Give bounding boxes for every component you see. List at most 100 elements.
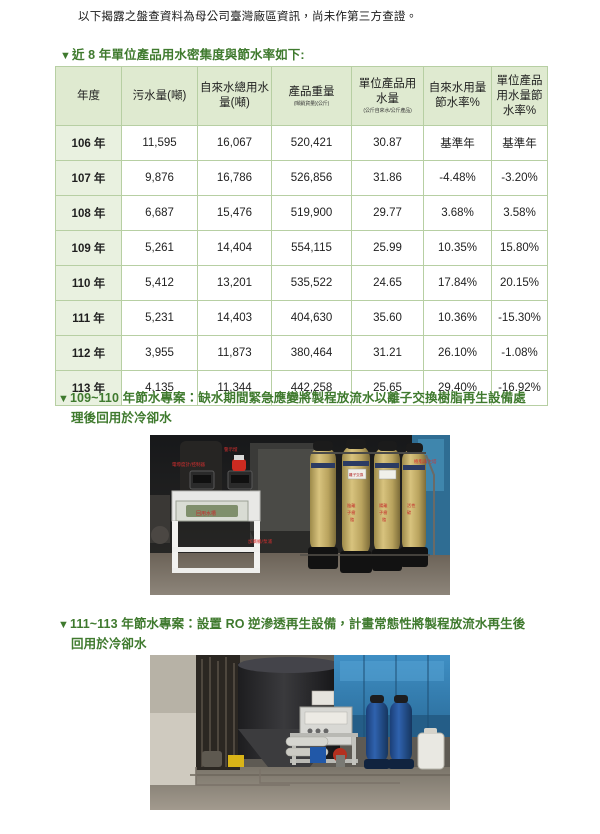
column-header-product-weight: 產品重量 (噸銷貨量)(公斤) bbox=[271, 66, 352, 126]
svg-text:加藥桶/泵浦: 加藥桶/泵浦 bbox=[248, 538, 273, 545]
cell-tap-saving: 17.84% bbox=[423, 265, 492, 301]
project2-photo bbox=[150, 655, 450, 810]
project2-heading-line1: 111~113 年節水專案：設置 RO 逆滲透再生設備，計畫常態性將製程放流水再… bbox=[70, 617, 526, 631]
cell-unit-saving: -3.20% bbox=[491, 160, 548, 196]
cell-tap-saving: 26.10% bbox=[423, 335, 492, 371]
cell-year: 113 年 bbox=[55, 370, 122, 406]
table-row: 110 年 5,412 13,201 535,522 24.65 17.84% … bbox=[55, 265, 548, 301]
project2-heading-line2: 回用於冷卻水 bbox=[71, 637, 147, 651]
cell-sewage: 9,876 bbox=[121, 160, 198, 196]
column-header-unit-water-title: 單位產品用水量 bbox=[358, 78, 417, 105]
column-header-sewage: 污水量(噸) bbox=[121, 66, 198, 126]
column-header-year-title: 年度 bbox=[77, 89, 100, 102]
cell-tapwater: 14,403 bbox=[197, 300, 272, 336]
table-header-row: 年度 污水量(噸) 自來水總用水量(噸) 產品重量 (噸銷貨量)(公斤) 單位產… bbox=[55, 66, 548, 126]
cell-product: 519,900 bbox=[271, 195, 352, 231]
svg-text:碳: 碳 bbox=[407, 509, 411, 516]
svg-text:離子交換: 離子交換 bbox=[349, 472, 364, 477]
cell-unit-saving: 基準年 bbox=[491, 125, 548, 161]
svg-text:活性: 活性 bbox=[407, 502, 415, 509]
table-row: 108 年 6,687 15,476 519,900 29.77 3.68% 3… bbox=[55, 195, 548, 231]
svg-text:子樹: 子樹 bbox=[347, 509, 356, 516]
column-header-tapwater-saving: 自來水用量節水率% bbox=[423, 66, 492, 126]
cell-sewage: 4,135 bbox=[121, 370, 198, 406]
cell-sewage: 3,955 bbox=[121, 335, 198, 371]
project1-heading: ▼109~110 年節水專案：缺水期間緊急應變將製程放流水以離子交換樹脂再生設備… bbox=[58, 389, 528, 428]
table-row: 112 年 3,955 11,873 380,464 31.21 26.10% … bbox=[55, 335, 548, 371]
cell-intensity: 25.99 bbox=[351, 230, 424, 266]
column-header-unit-saving-title: 單位產品用水量節水率% bbox=[496, 74, 543, 117]
cell-sewage: 6,687 bbox=[121, 195, 198, 231]
column-header-product-weight-title: 產品重量 bbox=[288, 85, 335, 98]
cell-intensity: 31.21 bbox=[351, 335, 424, 371]
cell-intensity: 25.65 bbox=[351, 370, 424, 406]
cell-intensity: 31.86 bbox=[351, 160, 424, 196]
cell-unit-saving: -1.08% bbox=[491, 335, 548, 371]
table-section-heading: ▼近 8 年單位產品用水密集度與節水率如下: bbox=[60, 46, 540, 66]
cell-tap-saving: 基準年 bbox=[423, 125, 492, 161]
table-row: 107 年 9,876 16,786 526,856 31.86 -4.48% … bbox=[55, 160, 548, 196]
cell-tapwater: 16,786 bbox=[197, 160, 272, 196]
cell-year: 110 年 bbox=[55, 265, 122, 301]
svg-text:警示燈: 警示燈 bbox=[224, 446, 238, 453]
cell-unit-saving: 3.58% bbox=[491, 195, 548, 231]
cell-sewage: 5,261 bbox=[121, 230, 198, 266]
cell-sewage: 5,412 bbox=[121, 265, 198, 301]
cell-tapwater: 11,873 bbox=[197, 335, 272, 371]
water-intensity-table-wrapper: 年度 污水量(噸) 自來水總用水量(噸) 產品重量 (噸銷貨量)(公斤) 單位產… bbox=[55, 66, 548, 406]
cell-product: 535,522 bbox=[271, 265, 352, 301]
cell-intensity: 29.77 bbox=[351, 195, 424, 231]
column-header-sewage-title: 污水量(噸) bbox=[132, 89, 187, 102]
cell-product: 380,464 bbox=[271, 335, 352, 371]
cell-tap-saving: 3.68% bbox=[423, 195, 492, 231]
table-row: 106 年 11,595 16,067 520,421 30.87 基準年 基準… bbox=[55, 125, 548, 161]
cell-product: 442,258 bbox=[271, 370, 352, 406]
project1-heading-line1: 109~110 年節水專案：缺水期間緊急應變將製程放流水以離子交換樹脂再生設備處 bbox=[70, 391, 526, 405]
cell-tap-saving: 10.36% bbox=[423, 300, 492, 336]
column-header-tapwater-title: 自來水總用水量(噸) bbox=[200, 82, 269, 109]
cell-unit-saving: 20.15% bbox=[491, 265, 548, 301]
cell-product: 404,630 bbox=[271, 300, 352, 336]
svg-text:脂: 脂 bbox=[382, 517, 386, 523]
cell-unit-saving: 15.80% bbox=[491, 230, 548, 266]
table-row: 109 年 5,261 14,404 554,115 25.99 10.35% … bbox=[55, 230, 548, 266]
svg-text:陰離: 陰離 bbox=[347, 502, 356, 509]
table-body: 106 年 11,595 16,067 520,421 30.87 基準年 基準… bbox=[55, 125, 548, 406]
table-row: 111 年 5,231 14,403 404,630 35.60 10.36% … bbox=[55, 300, 548, 336]
column-header-year: 年度 bbox=[55, 66, 122, 126]
project1-heading-line2: 理後回用於冷卻水 bbox=[71, 411, 172, 425]
cell-sewage: 5,231 bbox=[121, 300, 198, 336]
column-header-unit-water-unit: (公斤自來水/公斤產品) bbox=[363, 108, 412, 114]
cell-tapwater: 11,344 bbox=[197, 370, 272, 406]
cell-intensity: 24.65 bbox=[351, 265, 424, 301]
table-header: 年度 污水量(噸) 自來水總用水量(噸) 產品重量 (噸銷貨量)(公斤) 單位產… bbox=[55, 66, 548, 126]
cell-year: 112 年 bbox=[55, 335, 122, 371]
cell-year: 111 年 bbox=[55, 300, 122, 336]
svg-text:陽離: 陽離 bbox=[379, 502, 388, 509]
cell-year: 109 年 bbox=[55, 230, 122, 266]
cell-year: 108 年 bbox=[55, 195, 122, 231]
column-header-tapwater: 自來水總用水量(噸) bbox=[197, 66, 272, 126]
triangle-marker-icon: ▼ bbox=[58, 393, 69, 405]
column-header-product-weight-unit: (噸銷貨量)(公斤) bbox=[293, 100, 330, 107]
cell-tapwater: 13,201 bbox=[197, 265, 272, 301]
triangle-marker-icon: ▼ bbox=[60, 50, 71, 62]
svg-text:樹脂再生塔: 樹脂再生塔 bbox=[414, 458, 437, 465]
triangle-marker-icon: ▼ bbox=[58, 619, 69, 631]
svg-text:脂: 脂 bbox=[350, 517, 354, 523]
cell-tap-saving: -4.48% bbox=[423, 160, 492, 196]
cell-product: 526,856 bbox=[271, 160, 352, 196]
cell-unit-saving: -15.30% bbox=[491, 300, 548, 336]
cell-tapwater: 16,067 bbox=[197, 125, 272, 161]
cell-tapwater: 14,404 bbox=[197, 230, 272, 266]
cell-intensity: 35.60 bbox=[351, 300, 424, 336]
column-header-unit-water: 單位產品用水量 (公斤自來水/公斤產品) bbox=[351, 66, 424, 126]
project1-photo: 回用水槽 警示燈 電導度計/控制器 加藥桶/泵浦 離子交換 陰離 bbox=[150, 435, 450, 595]
cell-tapwater: 15,476 bbox=[197, 195, 272, 231]
cell-year: 106 年 bbox=[55, 125, 122, 161]
cell-product: 554,115 bbox=[271, 230, 352, 266]
column-header-tapwater-saving-title: 自來水用量節水率% bbox=[428, 82, 487, 109]
cell-unit-saving: -16.92% bbox=[491, 370, 548, 406]
project2-heading: ▼111~113 年節水專案：設置 RO 逆滲透再生設備，計畫常態性將製程放流水… bbox=[58, 615, 528, 654]
table-row: 113 年 4,135 11,344 442,258 25.65 29.40% … bbox=[55, 370, 548, 406]
